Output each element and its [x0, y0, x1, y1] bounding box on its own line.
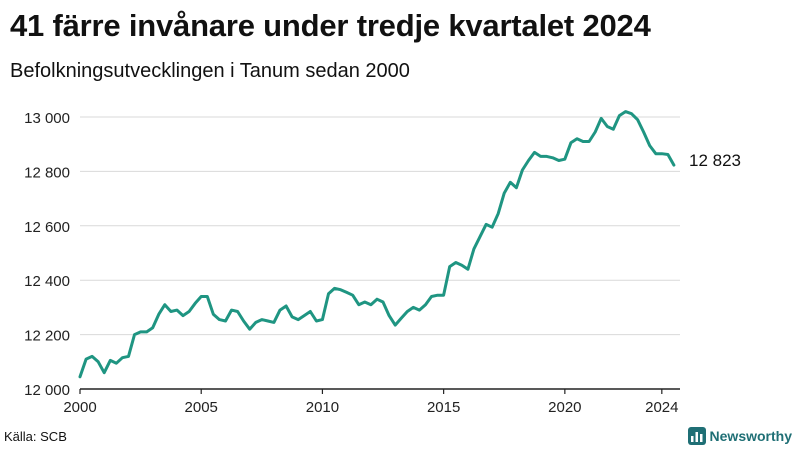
- x-tick-label: 2015: [427, 399, 460, 416]
- x-tick-label: 2010: [306, 399, 339, 416]
- x-tick-label: 2005: [185, 399, 218, 416]
- x-tick-label: 2000: [63, 399, 96, 416]
- chart-title: 41 färre invånare under tredje kvartalet…: [10, 8, 651, 43]
- bar-chart-icon: [687, 427, 706, 445]
- source-note: Källa: SCB: [4, 429, 67, 444]
- y-tick-label: 12 400: [24, 273, 70, 290]
- y-tick-label: 12 000: [24, 382, 70, 399]
- y-tick-label: 12 600: [24, 219, 70, 236]
- x-tick-label: 2024: [645, 399, 678, 416]
- brand-logo: Newsworthy: [687, 427, 792, 445]
- x-tick-label: 2020: [548, 399, 581, 416]
- y-tick-label: 12 800: [24, 164, 70, 181]
- y-tick-label: 13 000: [24, 110, 70, 127]
- population-line: [78, 110, 676, 379]
- brand-name: Newsworthy: [709, 428, 792, 444]
- end-value-label: 12 823: [689, 151, 741, 170]
- y-tick-label: 12 200: [24, 328, 70, 345]
- chart-subtitle: Befolkningsutvecklingen i Tanum sedan 20…: [10, 60, 410, 82]
